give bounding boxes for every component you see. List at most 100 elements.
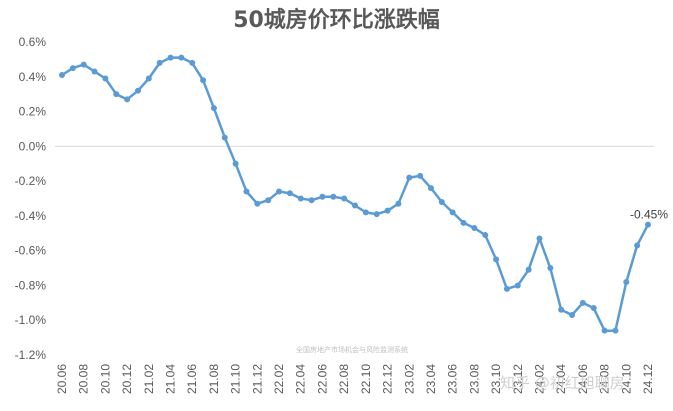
y-tick-label: 0.4% bbox=[19, 70, 47, 84]
data-point bbox=[558, 306, 565, 313]
x-tick-label: 22.12 bbox=[381, 364, 395, 394]
data-point bbox=[59, 72, 65, 79]
x-tick-label: 22.04 bbox=[294, 364, 308, 394]
x-axis: 20.06 20.08 20.10 20.12 21.02 21.04 21.06 21.08… bbox=[55, 364, 655, 394]
end-value-label: -0.45% bbox=[630, 208, 668, 222]
data-point bbox=[514, 282, 521, 289]
data-point bbox=[221, 134, 228, 141]
data-point bbox=[308, 197, 315, 204]
x-tick-label: 22.06 bbox=[315, 364, 329, 394]
data-point bbox=[406, 174, 413, 181]
data-point bbox=[362, 209, 369, 216]
data-point bbox=[503, 285, 510, 292]
data-point bbox=[395, 200, 402, 207]
data-point bbox=[471, 225, 478, 232]
y-tick-label: -0.4% bbox=[15, 209, 47, 223]
data-point bbox=[384, 207, 391, 214]
data-point bbox=[341, 195, 348, 202]
data-point bbox=[427, 185, 434, 192]
data-point bbox=[113, 91, 120, 98]
x-tick-label: 23.04 bbox=[424, 364, 438, 394]
data-point bbox=[569, 312, 576, 319]
x-tick-label: 21.12 bbox=[250, 364, 264, 394]
y-tick-label: -1.2% bbox=[15, 348, 47, 362]
data-point bbox=[590, 305, 597, 312]
source-watermark: 全国房地产市场机会与风险监测系统 bbox=[296, 345, 408, 354]
data-point bbox=[145, 75, 152, 82]
x-tick-label: 21.06 bbox=[185, 364, 199, 394]
data-point bbox=[91, 68, 98, 75]
x-tick-label: 23.08 bbox=[467, 364, 481, 394]
x-tick-label: 21.02 bbox=[142, 364, 156, 394]
x-tick-label: 22.10 bbox=[359, 364, 373, 394]
data-point bbox=[601, 327, 608, 334]
data-points bbox=[59, 54, 651, 334]
x-tick-label: 24.12 bbox=[641, 364, 655, 394]
data-point bbox=[417, 172, 424, 179]
x-tick-label: 24.06 bbox=[576, 364, 590, 394]
x-tick-label: 24.02 bbox=[532, 364, 546, 394]
x-tick-label: 24.08 bbox=[598, 364, 612, 394]
data-point bbox=[634, 242, 641, 249]
series-line bbox=[61, 56, 650, 332]
x-tick-label: 20.12 bbox=[120, 364, 134, 394]
data-point bbox=[482, 232, 489, 239]
x-tick-label: 23.02 bbox=[402, 364, 416, 394]
data-point bbox=[124, 96, 131, 103]
y-tick-label: -0.6% bbox=[15, 244, 47, 258]
x-tick-label: 24.04 bbox=[554, 364, 568, 394]
data-point bbox=[80, 61, 87, 68]
data-point bbox=[612, 327, 619, 334]
y-tick-label: 0.2% bbox=[19, 105, 47, 119]
y-tick-label: -0.8% bbox=[15, 278, 47, 292]
data-point bbox=[623, 278, 630, 285]
x-tick-label: 20.06 bbox=[55, 364, 69, 394]
zhihu-watermark: 知乎 @初红旭聊房 bbox=[500, 374, 625, 392]
x-tick-label: 20.10 bbox=[98, 364, 112, 394]
y-axis: 0.6% 0.4% 0.2% 0.0% -0.2% -0.4% -0.6% -0.8% -1.0… bbox=[15, 35, 47, 362]
data-point bbox=[210, 105, 217, 112]
x-tick-label: 21.04 bbox=[164, 364, 178, 394]
data-point bbox=[579, 299, 586, 306]
data-point bbox=[373, 211, 380, 218]
data-point bbox=[200, 77, 207, 84]
x-tick-label: 23.10 bbox=[489, 364, 503, 394]
data-point bbox=[286, 190, 293, 197]
data-point bbox=[265, 197, 272, 204]
data-point bbox=[102, 75, 109, 82]
data-point bbox=[547, 265, 554, 272]
data-point bbox=[134, 87, 141, 94]
x-tick-label: 23.12 bbox=[511, 364, 525, 394]
data-point bbox=[254, 200, 261, 207]
data-point bbox=[178, 54, 185, 61]
x-tick-label: 21.10 bbox=[229, 364, 243, 394]
x-tick-label: 22.02 bbox=[272, 364, 286, 394]
data-point bbox=[352, 202, 358, 209]
data-point bbox=[460, 219, 467, 226]
y-tick-label: 0.6% bbox=[19, 35, 47, 49]
data-point bbox=[330, 193, 337, 200]
data-point bbox=[167, 54, 174, 61]
data-point bbox=[297, 195, 304, 202]
data-point bbox=[156, 59, 163, 66]
x-tick-label: 24.10 bbox=[619, 364, 633, 394]
y-tick-label: -0.2% bbox=[15, 174, 47, 188]
data-point bbox=[525, 266, 532, 273]
data-point bbox=[232, 160, 239, 167]
y-tick-label: -1.0% bbox=[15, 313, 47, 327]
x-tick-label: 22.08 bbox=[337, 364, 351, 394]
data-point bbox=[276, 188, 283, 195]
chart-title: 50城房价环比涨跌幅 bbox=[233, 8, 440, 33]
data-point bbox=[69, 65, 76, 72]
data-point bbox=[449, 209, 456, 216]
x-tick-label: 21.08 bbox=[207, 364, 221, 394]
data-point bbox=[645, 221, 651, 228]
data-point bbox=[243, 188, 250, 195]
data-point bbox=[493, 256, 500, 263]
x-tick-label: 20.08 bbox=[77, 364, 91, 394]
y-tick-label: 0.0% bbox=[19, 139, 47, 153]
data-point bbox=[536, 235, 543, 242]
data-point bbox=[438, 198, 445, 205]
data-point bbox=[189, 59, 196, 66]
